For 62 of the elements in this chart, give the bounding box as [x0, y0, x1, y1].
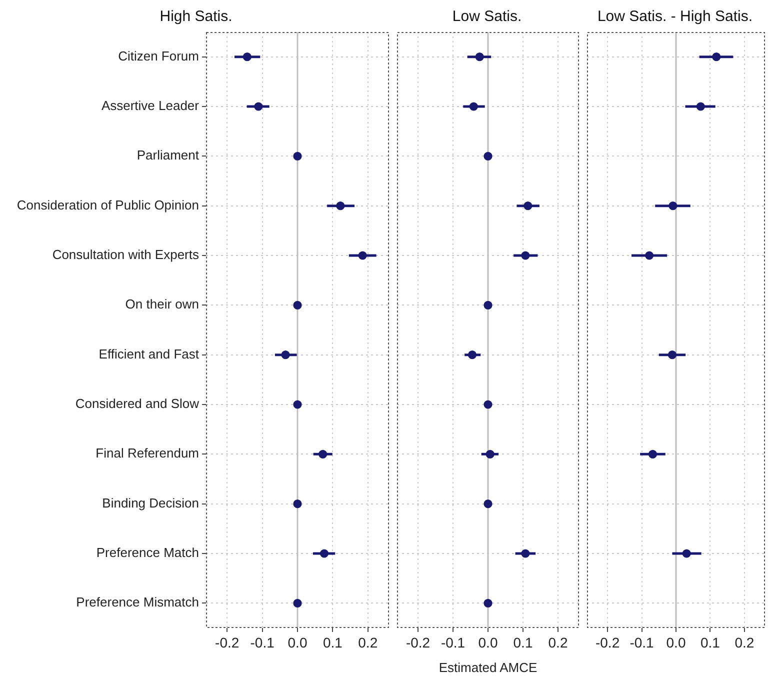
x-tick-label: -0.1 — [440, 634, 466, 650]
point — [320, 549, 329, 558]
y-tick-label: Final Referendum — [96, 446, 199, 461]
x-tick-label: 0.2 — [734, 634, 754, 650]
point — [484, 300, 492, 310]
point — [668, 202, 678, 210]
y-tick-label: Considered and Slow — [75, 396, 200, 412]
y-tick-label: Assertive Leader — [101, 98, 200, 114]
x-tick-label: -0.1 — [250, 634, 275, 650]
x-axis-title: Estimated AMCE — [438, 660, 538, 675]
chart-title: Low Satis. — [452, 8, 522, 26]
x-tick-label: -0.2 — [406, 634, 430, 650]
point — [484, 400, 492, 409]
point — [468, 350, 477, 360]
x-tick-label: -0.2 — [215, 634, 240, 650]
point — [469, 102, 478, 111]
y-tick-label: Parliament — [136, 148, 200, 163]
point — [293, 598, 302, 608]
point — [645, 251, 654, 260]
point — [484, 598, 492, 608]
y-tick-label: Citizen Forum — [118, 48, 199, 64]
point — [521, 549, 530, 558]
x-tick-label: -0.1 — [630, 634, 654, 650]
point — [668, 350, 677, 360]
point — [486, 450, 494, 458]
point — [696, 102, 705, 111]
x-tick-label: 0.0 — [666, 634, 686, 650]
y-tick-label: Efficient and Fast — [98, 346, 200, 362]
y-tick-label: Consultation with Experts — [52, 247, 200, 262]
point — [484, 152, 492, 160]
point — [524, 202, 532, 210]
point — [521, 251, 530, 260]
point — [293, 500, 302, 508]
point — [682, 549, 691, 558]
point — [648, 450, 658, 458]
point — [242, 52, 252, 62]
point — [318, 450, 328, 458]
x-tick-label: 0.2 — [358, 634, 378, 650]
y-tick-label: On their own — [125, 296, 199, 312]
x-tick-label: 0.1 — [700, 634, 720, 650]
x-tick-label: 0.1 — [513, 634, 533, 650]
chart-title: High Satis. — [160, 8, 232, 26]
y-tick-label: Consideration of Public Opinion — [16, 197, 199, 212]
point — [293, 400, 302, 409]
point — [254, 102, 263, 111]
point — [293, 152, 302, 160]
point — [293, 300, 302, 310]
point — [475, 52, 484, 62]
y-tick-label: Binding Decision — [102, 495, 199, 510]
y-tick-label: Preference Match — [96, 545, 199, 560]
x-tick-label: 0.2 — [548, 634, 568, 650]
chart-title: Low Satis. - High Satis. — [597, 8, 753, 26]
x-tick-label: -0.2 — [595, 634, 620, 650]
point — [484, 500, 492, 508]
point — [281, 350, 290, 360]
point — [712, 52, 721, 62]
x-tick-label: 0.0 — [478, 634, 498, 650]
x-tick-label: 0.1 — [322, 634, 343, 650]
y-tick-label: Preference Mismatch — [76, 594, 199, 610]
x-tick-label: 0.0 — [288, 634, 308, 650]
point — [358, 251, 367, 260]
point — [336, 202, 345, 210]
